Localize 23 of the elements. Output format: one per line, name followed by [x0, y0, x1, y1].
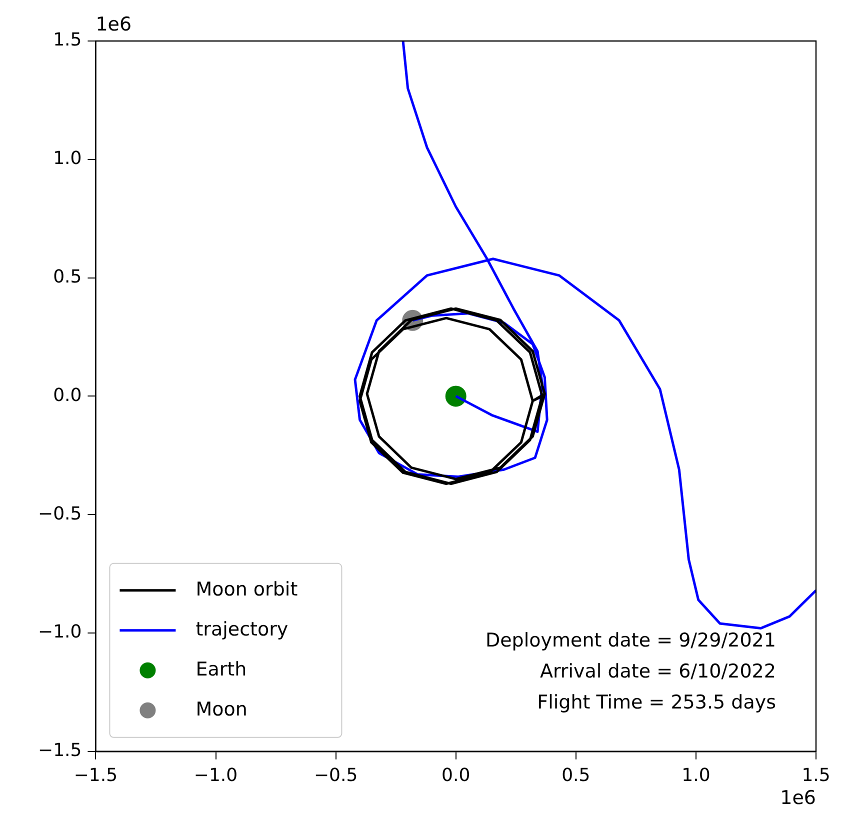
legend-label: Moon — [196, 698, 248, 720]
y-tick-label: −0.5 — [38, 503, 82, 524]
x-tick-label: 1.5 — [802, 764, 830, 786]
text: 1e6 — [96, 13, 132, 36]
legend-label: trajectory — [196, 618, 288, 640]
y-tick-label: −1.5 — [38, 740, 82, 762]
y-tick-label: 0.5 — [53, 266, 82, 288]
x-tick-label: 0.0 — [442, 764, 470, 786]
x-tick-label: −1.0 — [194, 764, 238, 786]
annotation: Arrival date = 6/10/2022 — [540, 660, 776, 682]
text: 1e6 — [780, 786, 816, 809]
y-tick-label: 0.0 — [53, 384, 82, 406]
y-tick-label: −1.0 — [38, 622, 82, 643]
x-tick-label: −0.5 — [314, 764, 358, 786]
y-tick-label: 1.0 — [53, 148, 82, 170]
y-tick-label: 1.5 — [53, 30, 82, 51]
annotation: Flight Time = 253.5 days — [537, 691, 776, 714]
legend-label: Moon orbit — [196, 578, 298, 600]
x-tick-label: −1.5 — [74, 764, 118, 786]
x-tick-label: 1.0 — [682, 764, 710, 786]
legend-label: Earth — [196, 658, 247, 680]
annotation: Deployment date = 9/29/2021 — [485, 629, 776, 652]
x-tick-label: 0.5 — [562, 764, 590, 786]
